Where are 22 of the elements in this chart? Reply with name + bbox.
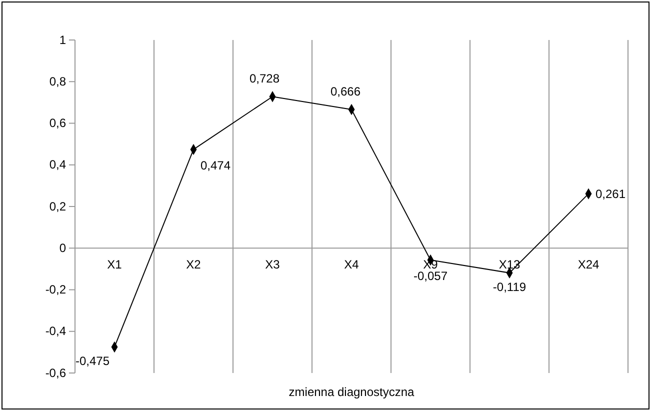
- x-tick-label: X3: [265, 258, 280, 272]
- y-tick-label: -0,4: [45, 324, 66, 338]
- y-tick-label: 0,8: [49, 74, 66, 88]
- x-tick-label: X4: [344, 258, 360, 272]
- y-tick-label: 0,4: [49, 158, 66, 172]
- y-tick-label: 0: [59, 240, 66, 255]
- x-tick-label: X1: [107, 258, 122, 272]
- text: 0,261: [595, 186, 626, 201]
- y-tick-label: 0,6: [49, 116, 66, 130]
- y-tick-label: 0,2: [49, 199, 66, 214]
- text: -0,475: [75, 354, 110, 368]
- y-tick-label: -0,2: [45, 282, 66, 297]
- text: -0,119: [492, 280, 526, 294]
- text: -0,057: [413, 268, 448, 283]
- text: 0,666: [330, 84, 361, 99]
- text: 0,474: [200, 158, 231, 172]
- text: 0,728: [249, 72, 280, 86]
- x-axis-title: zmienna diagnostyczna: [288, 385, 415, 399]
- y-tick-label: -0,6: [45, 366, 66, 380]
- x-tick-label: X2: [186, 258, 202, 272]
- x-tick-label: X24: [578, 258, 600, 272]
- y-tick-label: 1: [59, 32, 66, 47]
